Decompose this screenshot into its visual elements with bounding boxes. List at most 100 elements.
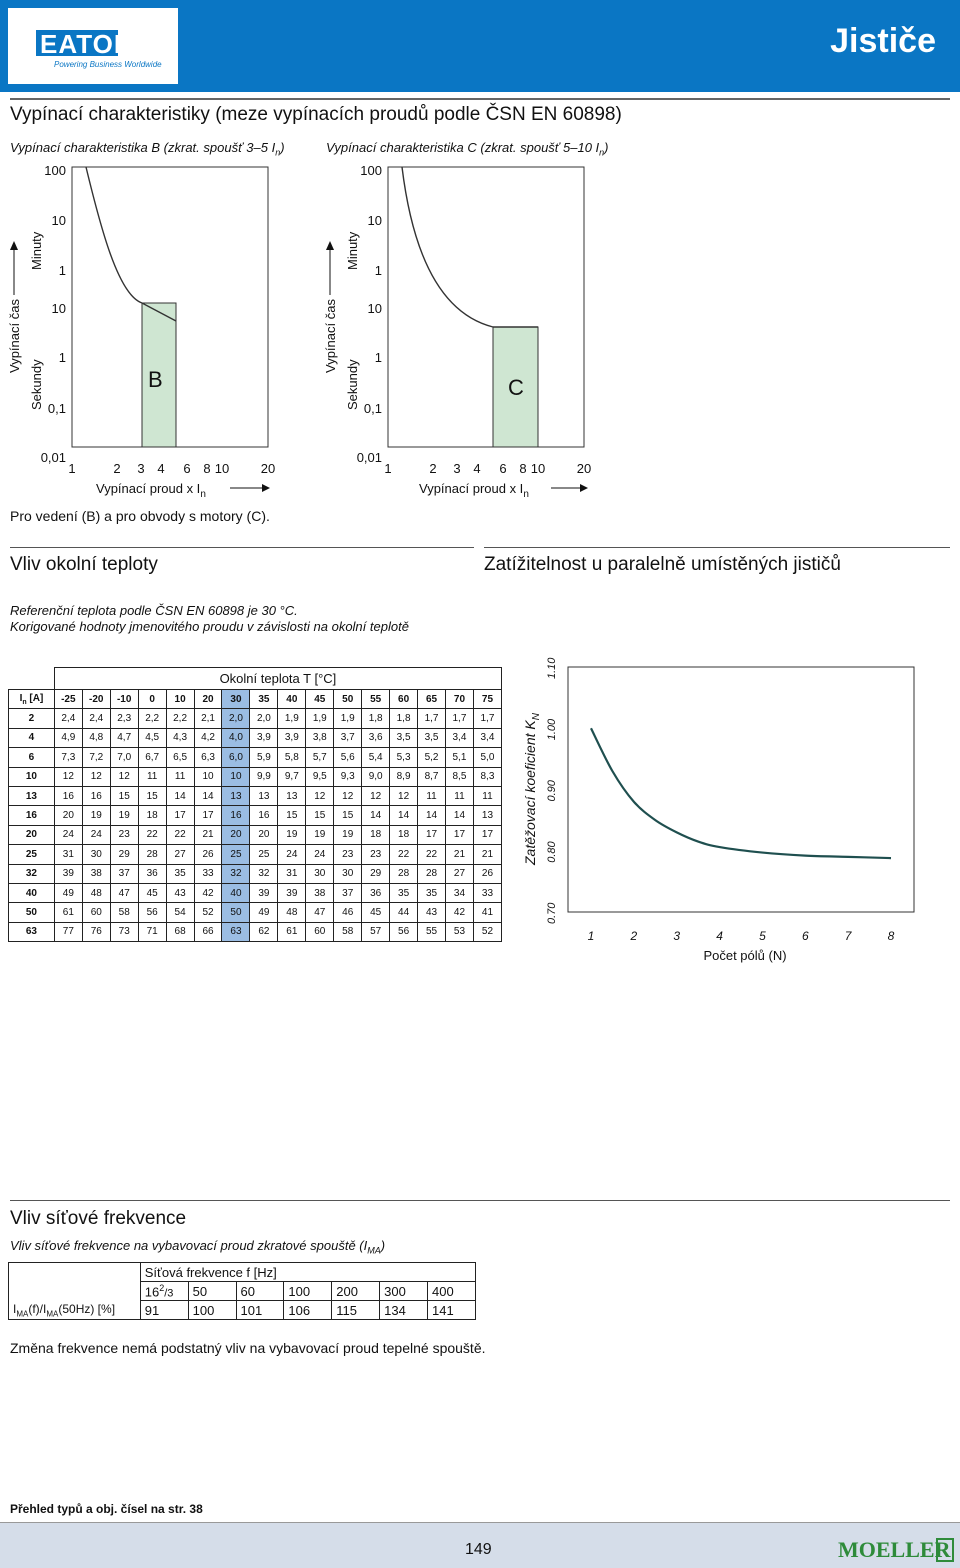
svg-text:10: 10 — [52, 301, 66, 316]
table-cell: 38 — [305, 882, 335, 904]
rated-current-cell: 4 — [8, 727, 55, 749]
svg-text:4: 4 — [473, 461, 480, 476]
table-cell: 13 — [221, 785, 251, 807]
temp-column-header: 40 — [277, 688, 307, 710]
table-row: 16 20 19 19 18 17 17 16 16 15 15 15 14 14 14 14 13 — [8, 805, 503, 826]
table-cell: 3,5 — [389, 727, 419, 749]
svg-text:0,01: 0,01 — [357, 450, 382, 465]
table-cell: 62 — [249, 921, 279, 943]
rated-current-cell: 16 — [8, 805, 55, 826]
table-row: 50 61 60 58 56 54 52 50 49 48 47 46 45 44 43 42 41 — [8, 902, 503, 923]
table-cell: 37 — [109, 863, 139, 884]
svg-text:Minuty: Minuty — [345, 231, 360, 270]
svg-text:100: 100 — [360, 163, 382, 178]
temp-column-header: 55 — [361, 688, 391, 710]
table-cell: 6,3 — [193, 747, 223, 768]
page-number: 149 — [465, 1541, 492, 1558]
table-cell: 14 — [417, 805, 446, 826]
table-cell: 3,9 — [249, 727, 279, 749]
table-cell: 14 — [444, 805, 474, 826]
table-cell: 16 — [221, 805, 251, 826]
table-cell: 58 — [333, 921, 363, 943]
temp-column-header: -20 — [81, 688, 111, 710]
svg-text:1: 1 — [59, 350, 66, 365]
table-cell: 33 — [472, 882, 503, 904]
chart-xlabel: Počet pólů (N) — [703, 948, 786, 963]
header-title: Jističe — [830, 22, 936, 60]
table-cell: 2,4 — [53, 708, 83, 729]
table-cell: 12 — [361, 785, 391, 807]
table-cell: 1,7 — [472, 708, 503, 729]
svg-text:Sekundy: Sekundy — [345, 359, 360, 410]
table-cell: 27 — [165, 844, 195, 865]
temp-column-header: 20 — [193, 688, 223, 710]
table-cell: 2,4 — [81, 708, 111, 729]
table-cell: 3,4 — [444, 727, 474, 749]
table-cell: 50 — [221, 902, 251, 923]
table-cell: 8,3 — [472, 766, 503, 787]
svg-text:10: 10 — [52, 213, 66, 228]
table-cell: 9,3 — [333, 766, 363, 787]
table-cell: 31 — [277, 863, 307, 884]
table-cell: 1,7 — [444, 708, 474, 729]
table-row: 40 49 48 47 45 43 42 40 39 39 38 37 36 35 35 34 33 — [8, 882, 503, 904]
freq-value: 100 — [187, 1300, 237, 1320]
table-cell: 20 — [221, 824, 251, 846]
table-cell: 5,1 — [444, 747, 474, 768]
freq-note: Změna frekvence nemá podstatný vliv na v… — [10, 1340, 486, 1356]
table-cell: 17 — [417, 824, 446, 846]
freq-section-title: Vliv síťové frekvence — [10, 1208, 187, 1229]
table-cell: 55 — [417, 921, 446, 943]
svg-text:3: 3 — [453, 461, 460, 476]
table-cell: 12 — [389, 785, 419, 807]
table-row: 6 7,3 7,2 7,0 6,7 6,5 6,3 6,0 5,9 5,8 5,7 5,6 5,4 5,3… — [8, 747, 503, 768]
svg-text:100: 100 — [44, 163, 66, 178]
table-cell: 24 — [53, 824, 83, 846]
table-cell: 11 — [137, 766, 167, 787]
temp-column-header: 30 — [221, 688, 251, 710]
table-cell: 20 — [53, 805, 83, 826]
table-cell: 1,9 — [305, 708, 335, 729]
table-cell: 13 — [249, 785, 279, 807]
table-cell: 39 — [249, 882, 279, 904]
table-cell: 5,4 — [361, 747, 391, 768]
table-cell: 61 — [53, 902, 83, 923]
table-cell: 11 — [444, 785, 474, 807]
table-cell: 3,8 — [305, 727, 335, 749]
table-cell: 47 — [109, 882, 139, 904]
table-cell: 73 — [109, 921, 139, 943]
table-cell: 45 — [361, 902, 391, 923]
table-cell: 22 — [137, 824, 167, 846]
table-cell: 16 — [249, 805, 279, 826]
overview-link[interactable]: Přehled typů a obj. čísel na str. 38 — [10, 1502, 203, 1516]
temp-ref-line: Referenční teplota podle ČSN EN 60898 je… — [10, 603, 298, 618]
table-cell: 57 — [361, 921, 391, 943]
table-cell: 14 — [361, 805, 391, 826]
table-cell: 42 — [193, 882, 223, 904]
table-cell: 60 — [305, 921, 335, 943]
table-cell: 14 — [165, 785, 195, 807]
table-cell: 5,9 — [249, 747, 279, 768]
table-cell: 56 — [389, 921, 419, 943]
table-cell: 18 — [137, 805, 167, 826]
table-cell: 36 — [137, 863, 167, 884]
table-cell: 60 — [81, 902, 111, 923]
table-cell: 49 — [53, 882, 83, 904]
footer-rule — [0, 1522, 960, 1523]
temp-corr-line: Korigované hodnoty jmenovitého proudu v … — [10, 619, 409, 634]
table-cell: 30 — [333, 863, 363, 884]
table-cell: 39 — [53, 863, 83, 884]
table-cell: 7,3 — [53, 747, 83, 768]
table-cell: 1,9 — [333, 708, 363, 729]
freq-subtitle: Vliv síťové frekvence na vybavovací prou… — [10, 1238, 386, 1256]
freq-cell: 200 — [331, 1281, 381, 1301]
svg-text:Vypínací proud x In: Vypínací proud x In — [96, 481, 206, 500]
svg-text:3: 3 — [137, 461, 144, 476]
temp-column-header: -25 — [53, 688, 83, 710]
table-cell: 10 — [193, 766, 223, 787]
table-cell: 21 — [472, 844, 503, 865]
rated-current-cell: 10 — [8, 766, 55, 787]
table-cell: 2,2 — [165, 708, 195, 729]
table-cell: 26 — [472, 863, 503, 884]
chart-frame — [567, 666, 915, 913]
